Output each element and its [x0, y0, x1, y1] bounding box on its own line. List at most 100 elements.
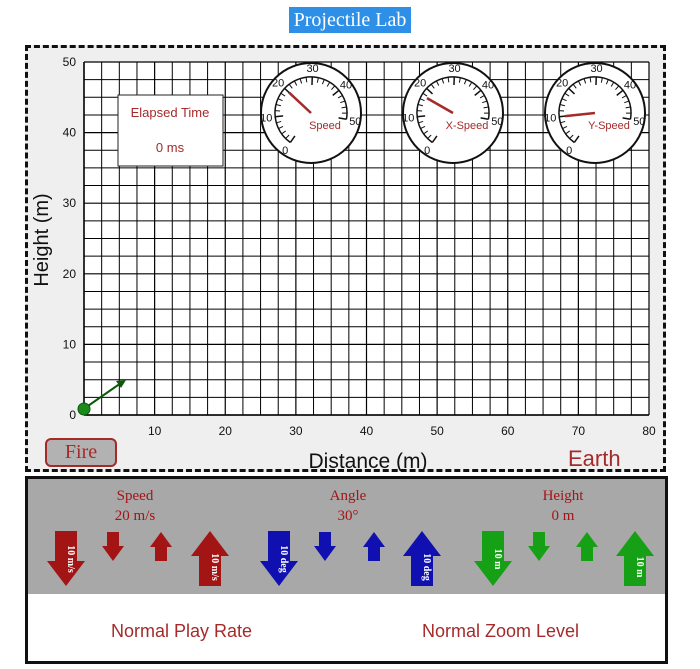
gauge-x-speed: 0 10 20 30 40 50X-Speed — [402, 62, 504, 164]
speed-increase-large-button[interactable]: 10 m/s — [190, 531, 230, 587]
height-value: 0 m — [551, 508, 575, 524]
gauge-tick — [573, 135, 580, 143]
x-tick-label: 40 — [360, 424, 374, 438]
height-increase-large-button[interactable]: 10 m — [615, 531, 655, 587]
gauge-tick — [572, 84, 577, 89]
gauge-tick-label: 30 — [306, 63, 318, 75]
gauge-tick — [281, 130, 287, 135]
play-rate-toggle[interactable]: Normal Play Rate — [111, 621, 253, 641]
gauge-tick — [299, 78, 303, 84]
gauge-tick — [458, 77, 461, 83]
gauge-tick-label: 20 — [414, 77, 426, 89]
gauge-tick-label: 50 — [491, 116, 503, 128]
gauge-tick — [468, 82, 473, 87]
speed-value: 20 m/s — [114, 508, 156, 524]
speed-decrease-large-button[interactable]: 10 m/s — [46, 531, 86, 587]
y-tick-label: 50 — [63, 55, 77, 69]
gauge-tick — [616, 89, 624, 96]
gauge-tick — [340, 100, 346, 104]
y-tick-label: 20 — [63, 267, 77, 281]
gauge-tick — [277, 98, 283, 102]
gauge-tick — [321, 79, 325, 85]
gauge-tick — [288, 84, 293, 89]
gauge-tick-label: 0 — [566, 145, 572, 157]
axis-ticks: 10 20 30 40 50 60 70 80 0 10 20 30 40 50 — [63, 55, 656, 438]
speed-label: Speed — [116, 488, 154, 504]
gauge-tick — [419, 98, 425, 102]
angle-decrease-large-button[interactable]: 10 deg — [259, 531, 299, 587]
gauge-tick — [293, 80, 298, 86]
angle-value: 30° — [337, 508, 359, 524]
gauge-needle — [288, 91, 312, 114]
gauge-tick — [285, 134, 290, 139]
gauge-tick — [463, 79, 467, 85]
speed-increase-button[interactable] — [149, 532, 173, 562]
gauge-y-speed: 0 10 20 30 40 50Y-Speed — [544, 62, 646, 164]
gauge-tick-label: 10 — [260, 113, 272, 125]
speed-decrease-button[interactable] — [101, 532, 125, 562]
angle-label: Angle — [329, 488, 367, 504]
x-axis-label: Distance (m) — [308, 450, 427, 471]
fire-button[interactable]: Fire — [45, 438, 117, 467]
gauge-tick — [420, 125, 426, 130]
angle-increase-button[interactable] — [362, 532, 386, 562]
x-tick-label: 50 — [430, 424, 444, 438]
gauge-tick — [316, 77, 319, 83]
gauge-tick — [305, 77, 308, 83]
projectile — [77, 402, 91, 416]
gauge-tick — [275, 115, 284, 118]
y-tick-label: 0 — [69, 408, 76, 422]
y-tick-label: 30 — [63, 196, 77, 210]
gauge-needle — [426, 97, 454, 115]
gauge-tick — [605, 79, 609, 85]
height-step-label: 10 m — [492, 549, 503, 571]
angle-increase-large-button[interactable]: 10 deg — [402, 531, 442, 587]
angle-control-label: Angle 30° — [303, 486, 393, 526]
simulation-panel: 10 20 30 40 50 60 70 80 0 10 20 30 40 50 Height (m) D… — [25, 45, 666, 472]
gauge-arc — [416, 76, 490, 144]
gauge-label: Y-Speed — [588, 120, 630, 132]
x-tick-label: 80 — [642, 424, 656, 438]
gauge-tick — [562, 125, 568, 130]
gauge-tick — [559, 104, 565, 107]
gauge-tick — [622, 117, 631, 120]
controls-panel: Speed 20 m/s 10 m/s 10 m/s Angle 30° 10 … — [25, 476, 668, 664]
gauge-tick — [431, 135, 438, 143]
elapsed-time-label: Elapsed Time — [131, 105, 210, 120]
gauge-tick — [278, 125, 284, 130]
gauge-tick — [426, 87, 434, 95]
gauge-tick — [331, 85, 336, 91]
height-decrease-button[interactable] — [527, 532, 551, 562]
y-axis-label: Height (m) — [31, 193, 53, 286]
gauge-tick-label: 30 — [448, 63, 460, 75]
gauge-tick — [610, 82, 615, 87]
gauge-tick-label: 40 — [482, 80, 494, 92]
gauge-tick — [577, 80, 582, 86]
angle-decrease-button[interactable] — [313, 532, 337, 562]
gauge-tick — [423, 130, 429, 135]
gauge-tick — [280, 92, 286, 97]
planet-label: Earth — [568, 446, 621, 471]
gauge-tick — [417, 115, 426, 118]
zoom-level-toggle[interactable]: Normal Zoom Level — [422, 621, 580, 641]
x-tick-label: 60 — [501, 424, 515, 438]
gauge-tick — [482, 100, 488, 104]
gauge-tick — [447, 77, 450, 83]
gauge-tick — [418, 120, 424, 124]
height-label: Height — [542, 488, 584, 504]
gauge-tick — [621, 95, 627, 99]
gauge-tick — [341, 106, 347, 109]
gauge-tick — [615, 85, 620, 91]
gauge-tick-label: 50 — [349, 116, 361, 128]
gauge-tick — [417, 104, 423, 107]
gauge-tick — [569, 134, 574, 139]
height-decrease-large-button[interactable]: 10 m — [473, 531, 513, 587]
angle-step-label-2: 10 deg — [421, 553, 432, 581]
gauge-tick — [564, 92, 570, 97]
x-tick-label: 70 — [572, 424, 586, 438]
height-increase-button[interactable] — [575, 532, 599, 562]
speed-step-label: 10 m/s — [65, 545, 76, 573]
elapsed-time-value: 0 ms — [156, 140, 185, 155]
gauge-tick — [275, 104, 281, 107]
gauge-tick — [624, 100, 630, 104]
